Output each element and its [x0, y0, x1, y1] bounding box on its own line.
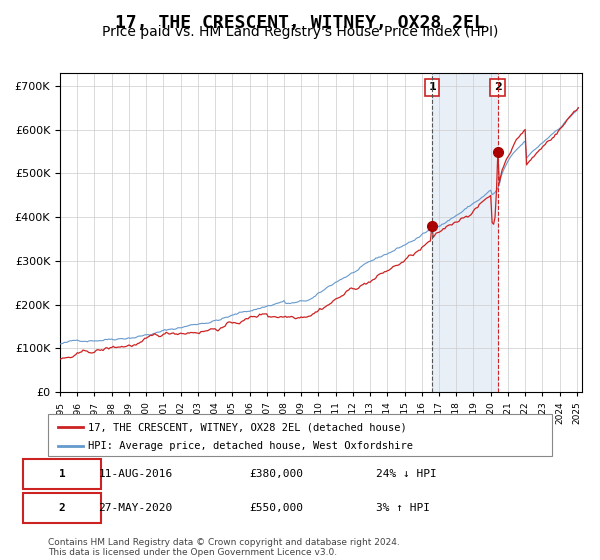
FancyBboxPatch shape	[48, 414, 552, 456]
Text: 17, THE CRESCENT, WITNEY, OX28 2EL: 17, THE CRESCENT, WITNEY, OX28 2EL	[115, 14, 485, 32]
Text: Contains HM Land Registry data © Crown copyright and database right 2024.
This d: Contains HM Land Registry data © Crown c…	[48, 538, 400, 557]
FancyBboxPatch shape	[23, 493, 101, 523]
Text: 2: 2	[59, 503, 65, 513]
Bar	[432, 73, 497, 392]
Text: 11-AUG-2016: 11-AUG-2016	[98, 469, 173, 479]
Text: 2: 2	[494, 82, 502, 92]
Text: 1: 1	[59, 469, 65, 479]
Text: £550,000: £550,000	[250, 503, 304, 513]
Text: 17, THE CRESCENT, WITNEY, OX28 2EL (detached house): 17, THE CRESCENT, WITNEY, OX28 2EL (deta…	[88, 422, 407, 432]
FancyBboxPatch shape	[23, 459, 101, 489]
Text: 24% ↓ HPI: 24% ↓ HPI	[376, 469, 436, 479]
Text: 27-MAY-2020: 27-MAY-2020	[98, 503, 173, 513]
Text: £380,000: £380,000	[250, 469, 304, 479]
Text: HPI: Average price, detached house, West Oxfordshire: HPI: Average price, detached house, West…	[88, 441, 413, 451]
Text: 1: 1	[428, 82, 436, 92]
Text: Price paid vs. HM Land Registry's House Price Index (HPI): Price paid vs. HM Land Registry's House …	[102, 25, 498, 39]
Text: 3% ↑ HPI: 3% ↑ HPI	[376, 503, 430, 513]
